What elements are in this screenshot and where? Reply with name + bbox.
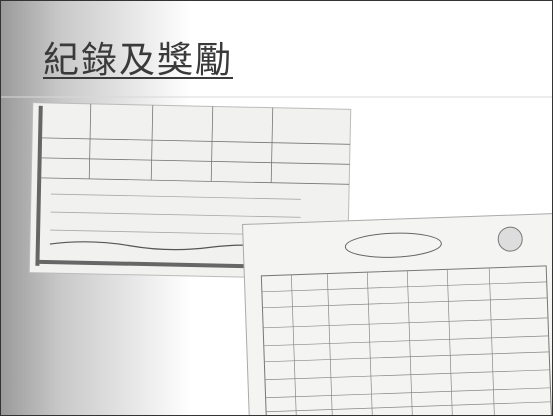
paper	[242, 212, 552, 415]
card-table	[260, 265, 552, 415]
card-grid	[261, 267, 551, 415]
card-badge	[344, 232, 442, 258]
photo-reward-card	[242, 212, 552, 415]
slide-title: 紀錄及獎勵	[43, 40, 234, 81]
card-icon	[497, 226, 523, 252]
